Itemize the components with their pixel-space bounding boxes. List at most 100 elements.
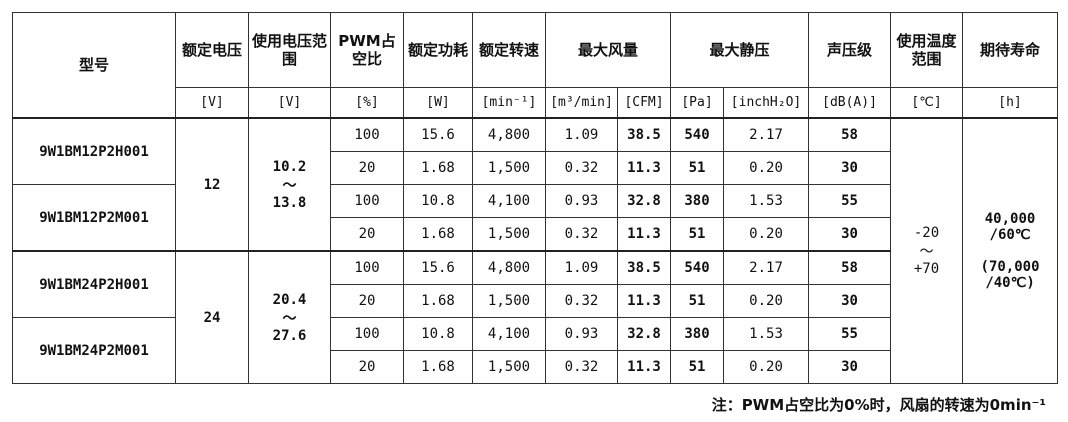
- data-cell: 0.32: [545, 350, 618, 384]
- temp-range-cell: -20 ～ +70: [890, 117, 964, 384]
- data-cell: 0.20: [723, 217, 810, 252]
- unit-cell: [min⁻¹]: [472, 87, 546, 119]
- data-cell: 10.8: [403, 184, 473, 218]
- life-line2: /60℃: [989, 227, 1031, 243]
- data-cell: 20: [330, 217, 404, 252]
- data-cell: 30: [808, 284, 892, 318]
- unit-row: [V] [V] [%] [W] [min⁻¹] [m³/min] [CFM] [Pa] [inc…: [13, 87, 1059, 119]
- model-cell: 9W1BM24P2H001: [12, 250, 176, 318]
- table-row: 9W1BM12P2M001 100 10.8 4,100 0.93 32.8 380 1.53…: [12, 184, 1058, 252]
- unit-cell: [dB(A)]: [808, 87, 892, 119]
- data-cell: 11.3: [616, 217, 672, 252]
- data-cell: 1.68: [403, 217, 473, 252]
- header-rated-voltage: 额定电压: [175, 12, 249, 88]
- data-cell: 15.6: [403, 250, 473, 285]
- data-cell: 1.09: [545, 250, 618, 285]
- data-cell: 30: [808, 151, 892, 185]
- voltage-range-cell: 10.2 ～ 13.8: [248, 117, 331, 252]
- voltage-range-min: 20.4: [272, 291, 307, 308]
- data-cell: 30: [808, 350, 892, 384]
- header-pwm: PWM占空比: [330, 12, 404, 88]
- voltage-range-min: 10.2: [272, 158, 307, 175]
- table-row: 20 1.68 1,500 0.32 11.3 51 0.20 30: [13, 284, 1058, 318]
- unit-cell: [h]: [962, 87, 1059, 119]
- header-life: 期待寿命: [962, 12, 1059, 88]
- data-cell: 0.32: [545, 151, 618, 185]
- unit-cell: [V]: [175, 87, 249, 119]
- unit-cell: [V]: [248, 87, 331, 119]
- data-cell: 55: [808, 317, 892, 351]
- data-cell: 0.32: [545, 284, 618, 318]
- data-cell: 51: [670, 350, 725, 384]
- data-cell: 100: [330, 250, 404, 285]
- voltage-range-sep: ～: [282, 310, 297, 327]
- data-cell: 0.93: [545, 317, 618, 351]
- temp-sep: ～: [919, 244, 934, 260]
- data-cell: 1,500: [472, 284, 546, 318]
- data-cell: 10.8: [403, 317, 473, 351]
- header-speed: 额定转速: [472, 12, 546, 88]
- table-row: 20 1.68 1,500 0.32 11.3 51 0.20 30: [13, 350, 1058, 384]
- data-cell: 51: [670, 284, 725, 318]
- voltage-range-sep: ～: [282, 177, 297, 194]
- data-cell: 1.68: [403, 284, 473, 318]
- data-cell: 100: [330, 184, 404, 218]
- data-cell: 1.09: [545, 117, 618, 152]
- unit-cell: [CFM]: [616, 87, 672, 119]
- data-cell: 1.68: [403, 151, 473, 185]
- data-cell: 2.17: [723, 117, 810, 152]
- model-cell: 9W1BM12P2M001: [12, 184, 176, 252]
- data-cell: 1.53: [723, 317, 810, 351]
- data-cell: 1,500: [472, 217, 546, 252]
- unit-cell: [m³/min]: [545, 87, 618, 119]
- header-power: 额定功耗: [403, 12, 473, 88]
- header-pressure: 最大静压: [670, 12, 810, 88]
- temp-max: +70: [913, 261, 940, 277]
- table-row: 9W1BM12P2H001 12 10.2 ～ 13.8 100 15.6 4,800 1.09…: [12, 117, 1059, 384]
- data-cell: 20: [330, 350, 404, 384]
- data-cell: 100: [330, 317, 404, 351]
- life-line3: (70,000: [980, 259, 1040, 275]
- data-cell: 380: [670, 184, 725, 218]
- unit-cell: [Pa]: [670, 87, 725, 119]
- data-cell: 540: [670, 117, 725, 152]
- data-cell: 32.8: [616, 184, 672, 218]
- header-model: 型号: [12, 12, 176, 119]
- data-cell: 51: [670, 151, 725, 185]
- data-cell: 11.3: [616, 350, 672, 384]
- model-cell: 9W1BM24P2M001: [12, 317, 176, 384]
- data-cell: 20: [330, 151, 404, 185]
- unit-cell: [W]: [403, 87, 473, 119]
- data-cell: 11.3: [616, 151, 672, 185]
- data-cell: 32.8: [616, 317, 672, 351]
- table-row: 9W1BM24P2M001 100 10.8 4,100 0.93 32.8 380 1.53…: [12, 317, 1058, 384]
- rated-voltage-cell: 12: [175, 117, 249, 252]
- header-airflow: 最大风量: [544, 12, 672, 88]
- table-row: 9W1BM24P2H001 24 20.4 ～ 27.6 100 15.6 4,800 1.09…: [12, 250, 1058, 384]
- footnote: 注：PWM占空比为0%时，风扇的转速为0min⁻¹: [711, 396, 1046, 414]
- data-cell: 11.3: [616, 284, 672, 318]
- data-cell: 38.5: [616, 250, 672, 285]
- life-line1: 40,000: [984, 211, 1036, 227]
- data-cell: 1.68: [403, 350, 473, 384]
- data-cell: 4,800: [472, 250, 546, 285]
- data-cell: 55: [808, 184, 892, 218]
- table-row: 20 1.68 1,500 0.32 11.3 51 0.20 30: [13, 217, 1058, 252]
- header-temp: 使用温度范围: [890, 12, 964, 88]
- data-cell: 4,100: [472, 317, 546, 351]
- data-cell: 0.32: [545, 217, 618, 252]
- model-cell: 9W1BM12P2H001: [12, 117, 176, 185]
- unit-cell: [%]: [330, 87, 404, 119]
- data-cell: 38.5: [616, 117, 672, 152]
- data-cell: 4,100: [472, 184, 546, 218]
- data-cell: 58: [808, 250, 892, 285]
- data-cell: 380: [670, 317, 725, 351]
- table-row: 20 1.68 1,500 0.32 11.3 51 0.20 30: [13, 151, 1058, 185]
- data-cell: 1,500: [472, 151, 546, 185]
- header-row: 型号 额定电压 使用电压范围 PWM占空比 额定功耗 额定转速 最大风量 最大静…: [12, 12, 1059, 119]
- data-cell: 0.20: [723, 284, 810, 318]
- data-cell: 0.93: [545, 184, 618, 218]
- life-line4: /40℃): [985, 275, 1035, 291]
- data-cell: 0.20: [723, 151, 810, 185]
- header-voltage-range: 使用电压范围: [248, 12, 331, 88]
